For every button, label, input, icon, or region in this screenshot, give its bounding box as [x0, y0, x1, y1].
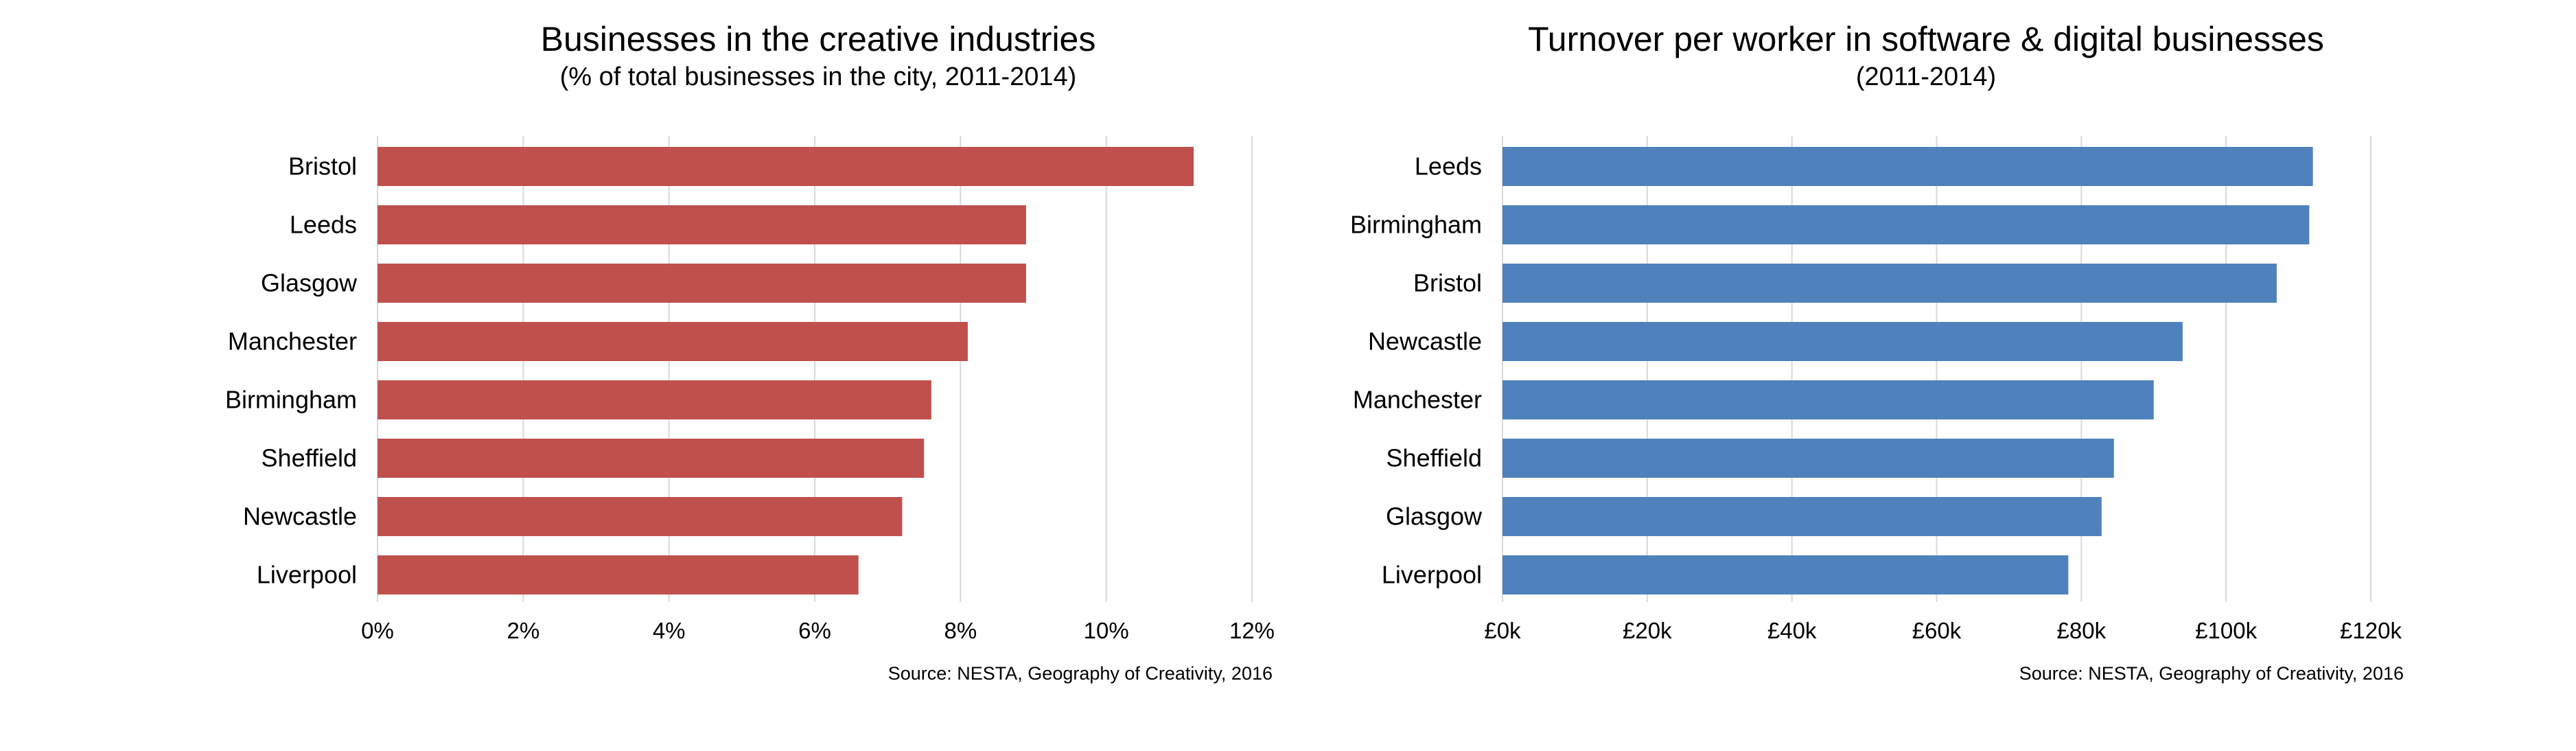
bar-bristol	[1502, 264, 2277, 303]
bar-bristol	[378, 147, 1194, 186]
category-label: Manchester	[228, 327, 357, 356]
x-tick-label: 6%	[798, 618, 831, 643]
category-label: Liverpool	[257, 561, 357, 589]
category-label: Newcastle	[1368, 327, 1482, 356]
x-tick-label: 4%	[653, 618, 686, 643]
x-tick-label: 12%	[1229, 618, 1275, 643]
category-label: Bristol	[1413, 269, 1482, 297]
bar-birmingham	[378, 380, 931, 419]
bar-birmingham	[1502, 205, 2310, 244]
bar-leeds	[378, 205, 1026, 244]
bar-sheffield	[378, 439, 925, 478]
chart-subtitle: (2011-2014)	[1856, 62, 1996, 91]
bar-manchester	[1502, 380, 2154, 419]
category-label: Birmingham	[1350, 211, 1482, 239]
x-tick-label: £40k	[1767, 618, 1817, 643]
bar-newcastle	[1502, 322, 2183, 361]
chart-subtitle: (% of total businesses in the city, 2011…	[560, 62, 1077, 91]
chart-creative-businesses: Businesses in the creative industries (%…	[225, 20, 1275, 684]
x-tick-label: 8%	[944, 618, 977, 643]
x-tick-label: £0k	[1484, 618, 1521, 643]
bar-sheffield	[1502, 439, 2114, 478]
category-label: Sheffield	[1386, 444, 1482, 472]
category-label: Birmingham	[225, 386, 357, 414]
x-tick-label: £80k	[2057, 618, 2107, 643]
category-label: Liverpool	[1382, 561, 1482, 589]
x-tick-label: £100k	[2195, 618, 2257, 643]
category-label: Leeds	[290, 211, 357, 239]
chart-title: Turnover per worker in software & digita…	[1528, 20, 2324, 58]
bar-manchester	[378, 322, 968, 361]
x-tick-label: £20k	[1623, 618, 1672, 643]
x-tick-label: £60k	[1912, 618, 1962, 643]
category-label: Bristol	[288, 152, 357, 181]
chart-source: Source: NESTA, Geography of Creativity, …	[888, 663, 1273, 684]
x-tick-label: 2%	[507, 618, 539, 643]
x-tick-label: 0%	[361, 618, 394, 643]
bar-glasgow	[378, 264, 1026, 303]
chart-title: Businesses in the creative industries	[541, 20, 1096, 58]
bar-leeds	[1502, 147, 2313, 186]
category-label: Glasgow	[1386, 502, 1483, 531]
bar-liverpool	[1502, 555, 2069, 594]
bar-glasgow	[1502, 497, 2102, 536]
category-label: Manchester	[1353, 386, 1482, 414]
chart-source: Source: NESTA, Geography of Creativity, …	[2019, 663, 2404, 684]
category-label: Glasgow	[261, 269, 358, 297]
x-tick-label: £120k	[2340, 618, 2402, 643]
category-label: Newcastle	[243, 502, 357, 531]
bar-newcastle	[378, 497, 903, 536]
x-tick-label: 10%	[1084, 618, 1129, 643]
chart-software-turnover: Turnover per worker in software & digita…	[1350, 20, 2404, 684]
category-label: Leeds	[1415, 152, 1482, 181]
bar-liverpool	[378, 555, 859, 594]
category-label: Sheffield	[262, 444, 357, 472]
